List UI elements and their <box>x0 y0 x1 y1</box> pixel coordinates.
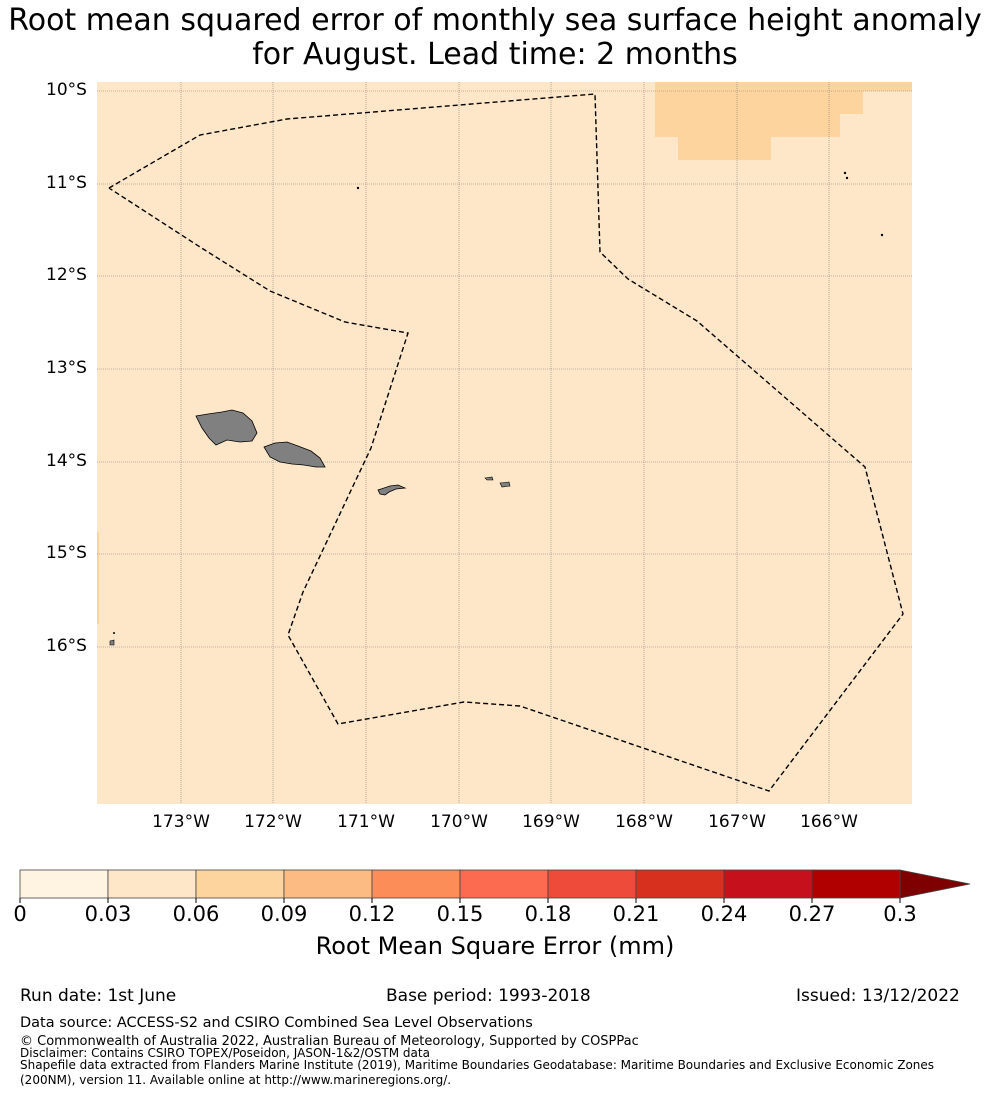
map-background <box>97 82 912 804</box>
colorbar-tick: 0.27 <box>788 902 836 926</box>
island-upolu <box>263 441 326 468</box>
lon-label: 172°W <box>244 812 302 832</box>
lat-label: 12°S <box>46 265 87 285</box>
island-savaii <box>195 409 258 446</box>
colorbar-tick: 0.06 <box>172 902 220 926</box>
colorbar-tick: 0.03 <box>84 902 132 926</box>
eez-boundary-samoa <box>108 93 904 792</box>
colorbar-segment <box>547 869 637 899</box>
title-line-1: Root mean squared error of monthly sea s… <box>8 3 982 38</box>
colorbar-tick: 0.21 <box>612 902 660 926</box>
colorbar-tick: 0 <box>13 902 27 926</box>
issued-date: Issued: 13/12/2022 <box>796 986 960 1006</box>
island-ofu <box>484 476 494 481</box>
colorbar-tick: 0.18 <box>524 902 572 926</box>
colorbar-segment <box>459 869 549 899</box>
colorbar-segment <box>19 869 109 899</box>
error-patch <box>655 82 912 160</box>
lat-label: 14°S <box>46 451 87 471</box>
colorbar-tick: 0.09 <box>260 902 308 926</box>
lat-label: 10°S <box>46 80 87 100</box>
chart-title: Root mean squared error of monthly sea s… <box>0 4 990 72</box>
lon-label: 168°W <box>615 812 673 832</box>
title-line-2: for August. Lead time: 2 months <box>252 37 738 72</box>
island-dot <box>356 186 360 190</box>
colorbar-segment <box>811 869 901 899</box>
lon-label: 171°W <box>337 812 395 832</box>
lat-label: 15°S <box>46 543 87 563</box>
run-date: Run date: 1st June <box>20 986 177 1006</box>
colorbar-segment <box>723 869 813 899</box>
lon-label: 166°W <box>800 812 858 832</box>
lat-label: 16°S <box>46 636 87 656</box>
island-dot <box>843 171 847 175</box>
lon-label: 173°W <box>152 812 210 832</box>
island-dot <box>113 632 115 634</box>
colorbar-extend-arrow <box>899 869 971 899</box>
island-dot <box>880 233 884 237</box>
island-tutuila <box>377 484 407 496</box>
lat-label: 11°S <box>46 173 87 193</box>
lon-label: 167°W <box>708 812 766 832</box>
lat-label: 13°S <box>46 358 87 378</box>
disclaimer: Disclaimer: Contains CSIRO TOPEX/Poseido… <box>20 1046 430 1060</box>
shapefile-credit-2: (200NM), version 11. Available online at… <box>20 1073 452 1087</box>
error-patch-left <box>97 532 99 624</box>
colorbar-segment <box>195 869 285 899</box>
colorbar-segment <box>371 869 461 899</box>
colorbar-segment <box>107 869 197 899</box>
shapefile-credit-1: Shapefile data extracted from Flanders M… <box>20 1058 935 1072</box>
lon-label: 170°W <box>430 812 488 832</box>
data-source: Data source: ACCESS-S2 and CSIRO Combine… <box>20 1015 533 1031</box>
gridlines <box>97 82 912 804</box>
colorbar-tick: 0.3 <box>883 902 917 926</box>
colorbar-segment <box>635 869 725 899</box>
colorbar <box>19 869 971 903</box>
base-period: Base period: 1993-2018 <box>386 986 591 1006</box>
colorbar-label: Root Mean Square Error (mm) <box>315 932 675 960</box>
island-dot <box>845 176 849 180</box>
colorbar-tick: 0.24 <box>700 902 748 926</box>
copyright: © Commonwealth of Australia 2022, Austra… <box>20 1034 639 1049</box>
colorbar-tick: 0.15 <box>436 902 484 926</box>
island-small-sw <box>109 639 115 646</box>
colorbar-tick: 0.12 <box>348 902 396 926</box>
island-tau <box>499 481 511 488</box>
lon-label: 169°W <box>522 812 580 832</box>
colorbar-segment <box>283 869 373 899</box>
